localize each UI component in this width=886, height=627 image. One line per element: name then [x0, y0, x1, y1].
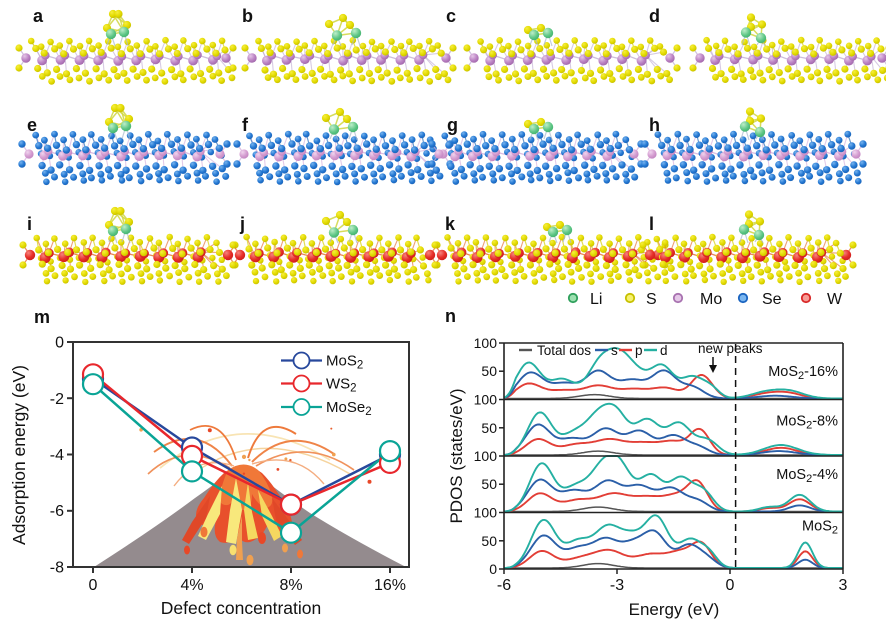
svg-text:100: 100: [474, 335, 498, 351]
svg-text:-3: -3: [610, 577, 624, 594]
svg-text:-6: -6: [50, 503, 64, 520]
svg-text:50: 50: [481, 533, 497, 549]
svg-text:a: a: [33, 6, 44, 26]
svg-text:4%: 4%: [180, 577, 203, 594]
svg-text:Adsorption energy (eV): Adsorption energy (eV): [9, 365, 29, 545]
svg-text:0: 0: [55, 335, 64, 352]
svg-text:-4: -4: [50, 447, 64, 464]
svg-text:MoS2-8%: MoS2-8%: [776, 414, 838, 432]
svg-text:3: 3: [839, 577, 848, 594]
svg-text:-8: -8: [50, 560, 64, 577]
svg-text:Se: Se: [762, 291, 782, 308]
svg-text:Defect concentration: Defect concentration: [161, 598, 322, 618]
svg-text:MoS2: MoS2: [326, 353, 363, 372]
svg-text:W: W: [827, 291, 843, 308]
svg-text:50: 50: [481, 420, 497, 436]
svg-text:Mo: Mo: [700, 291, 722, 308]
svg-text:c: c: [446, 6, 456, 26]
svg-text:MoSe2: MoSe2: [326, 399, 372, 418]
svg-text:f: f: [242, 115, 249, 135]
svg-text:MoS2-4%: MoS2-4%: [776, 467, 838, 485]
svg-text:new peaks: new peaks: [698, 341, 763, 356]
svg-text:Total dos: Total dos: [537, 343, 591, 358]
svg-text:0: 0: [489, 561, 497, 577]
svg-text:Energy (eV): Energy (eV): [629, 600, 720, 619]
svg-text:8%: 8%: [279, 577, 302, 594]
svg-text:Li: Li: [590, 291, 602, 308]
svg-text:100: 100: [474, 448, 498, 464]
svg-text:100: 100: [474, 392, 498, 408]
svg-text:l: l: [649, 214, 654, 234]
svg-text:d: d: [649, 6, 660, 26]
svg-text:100: 100: [474, 505, 498, 521]
svg-text:g: g: [447, 115, 458, 135]
svg-text:e: e: [27, 115, 37, 135]
svg-text:PDOS (states/eV): PDOS (states/eV): [447, 388, 466, 523]
svg-text:MoS2: MoS2: [802, 519, 838, 537]
svg-text:16%: 16%: [374, 577, 406, 594]
svg-text:j: j: [239, 214, 245, 234]
svg-text:-2: -2: [50, 391, 64, 408]
svg-text:MoS2-16%: MoS2-16%: [768, 364, 838, 382]
svg-text:d: d: [660, 343, 668, 358]
svg-text:k: k: [445, 214, 456, 234]
svg-text:-6: -6: [497, 577, 511, 594]
svg-text:h: h: [649, 115, 660, 135]
svg-text:WS2: WS2: [326, 376, 357, 395]
svg-text:50: 50: [481, 363, 497, 379]
svg-text:n: n: [445, 310, 456, 326]
svg-text:b: b: [242, 6, 253, 26]
svg-text:s: s: [611, 343, 618, 358]
svg-text:m: m: [34, 310, 50, 327]
svg-text:50: 50: [481, 476, 497, 492]
svg-text:p: p: [635, 343, 643, 358]
svg-text:i: i: [27, 214, 32, 234]
svg-text:0: 0: [726, 577, 735, 594]
svg-text:0: 0: [89, 577, 98, 594]
svg-text:S: S: [646, 291, 657, 308]
